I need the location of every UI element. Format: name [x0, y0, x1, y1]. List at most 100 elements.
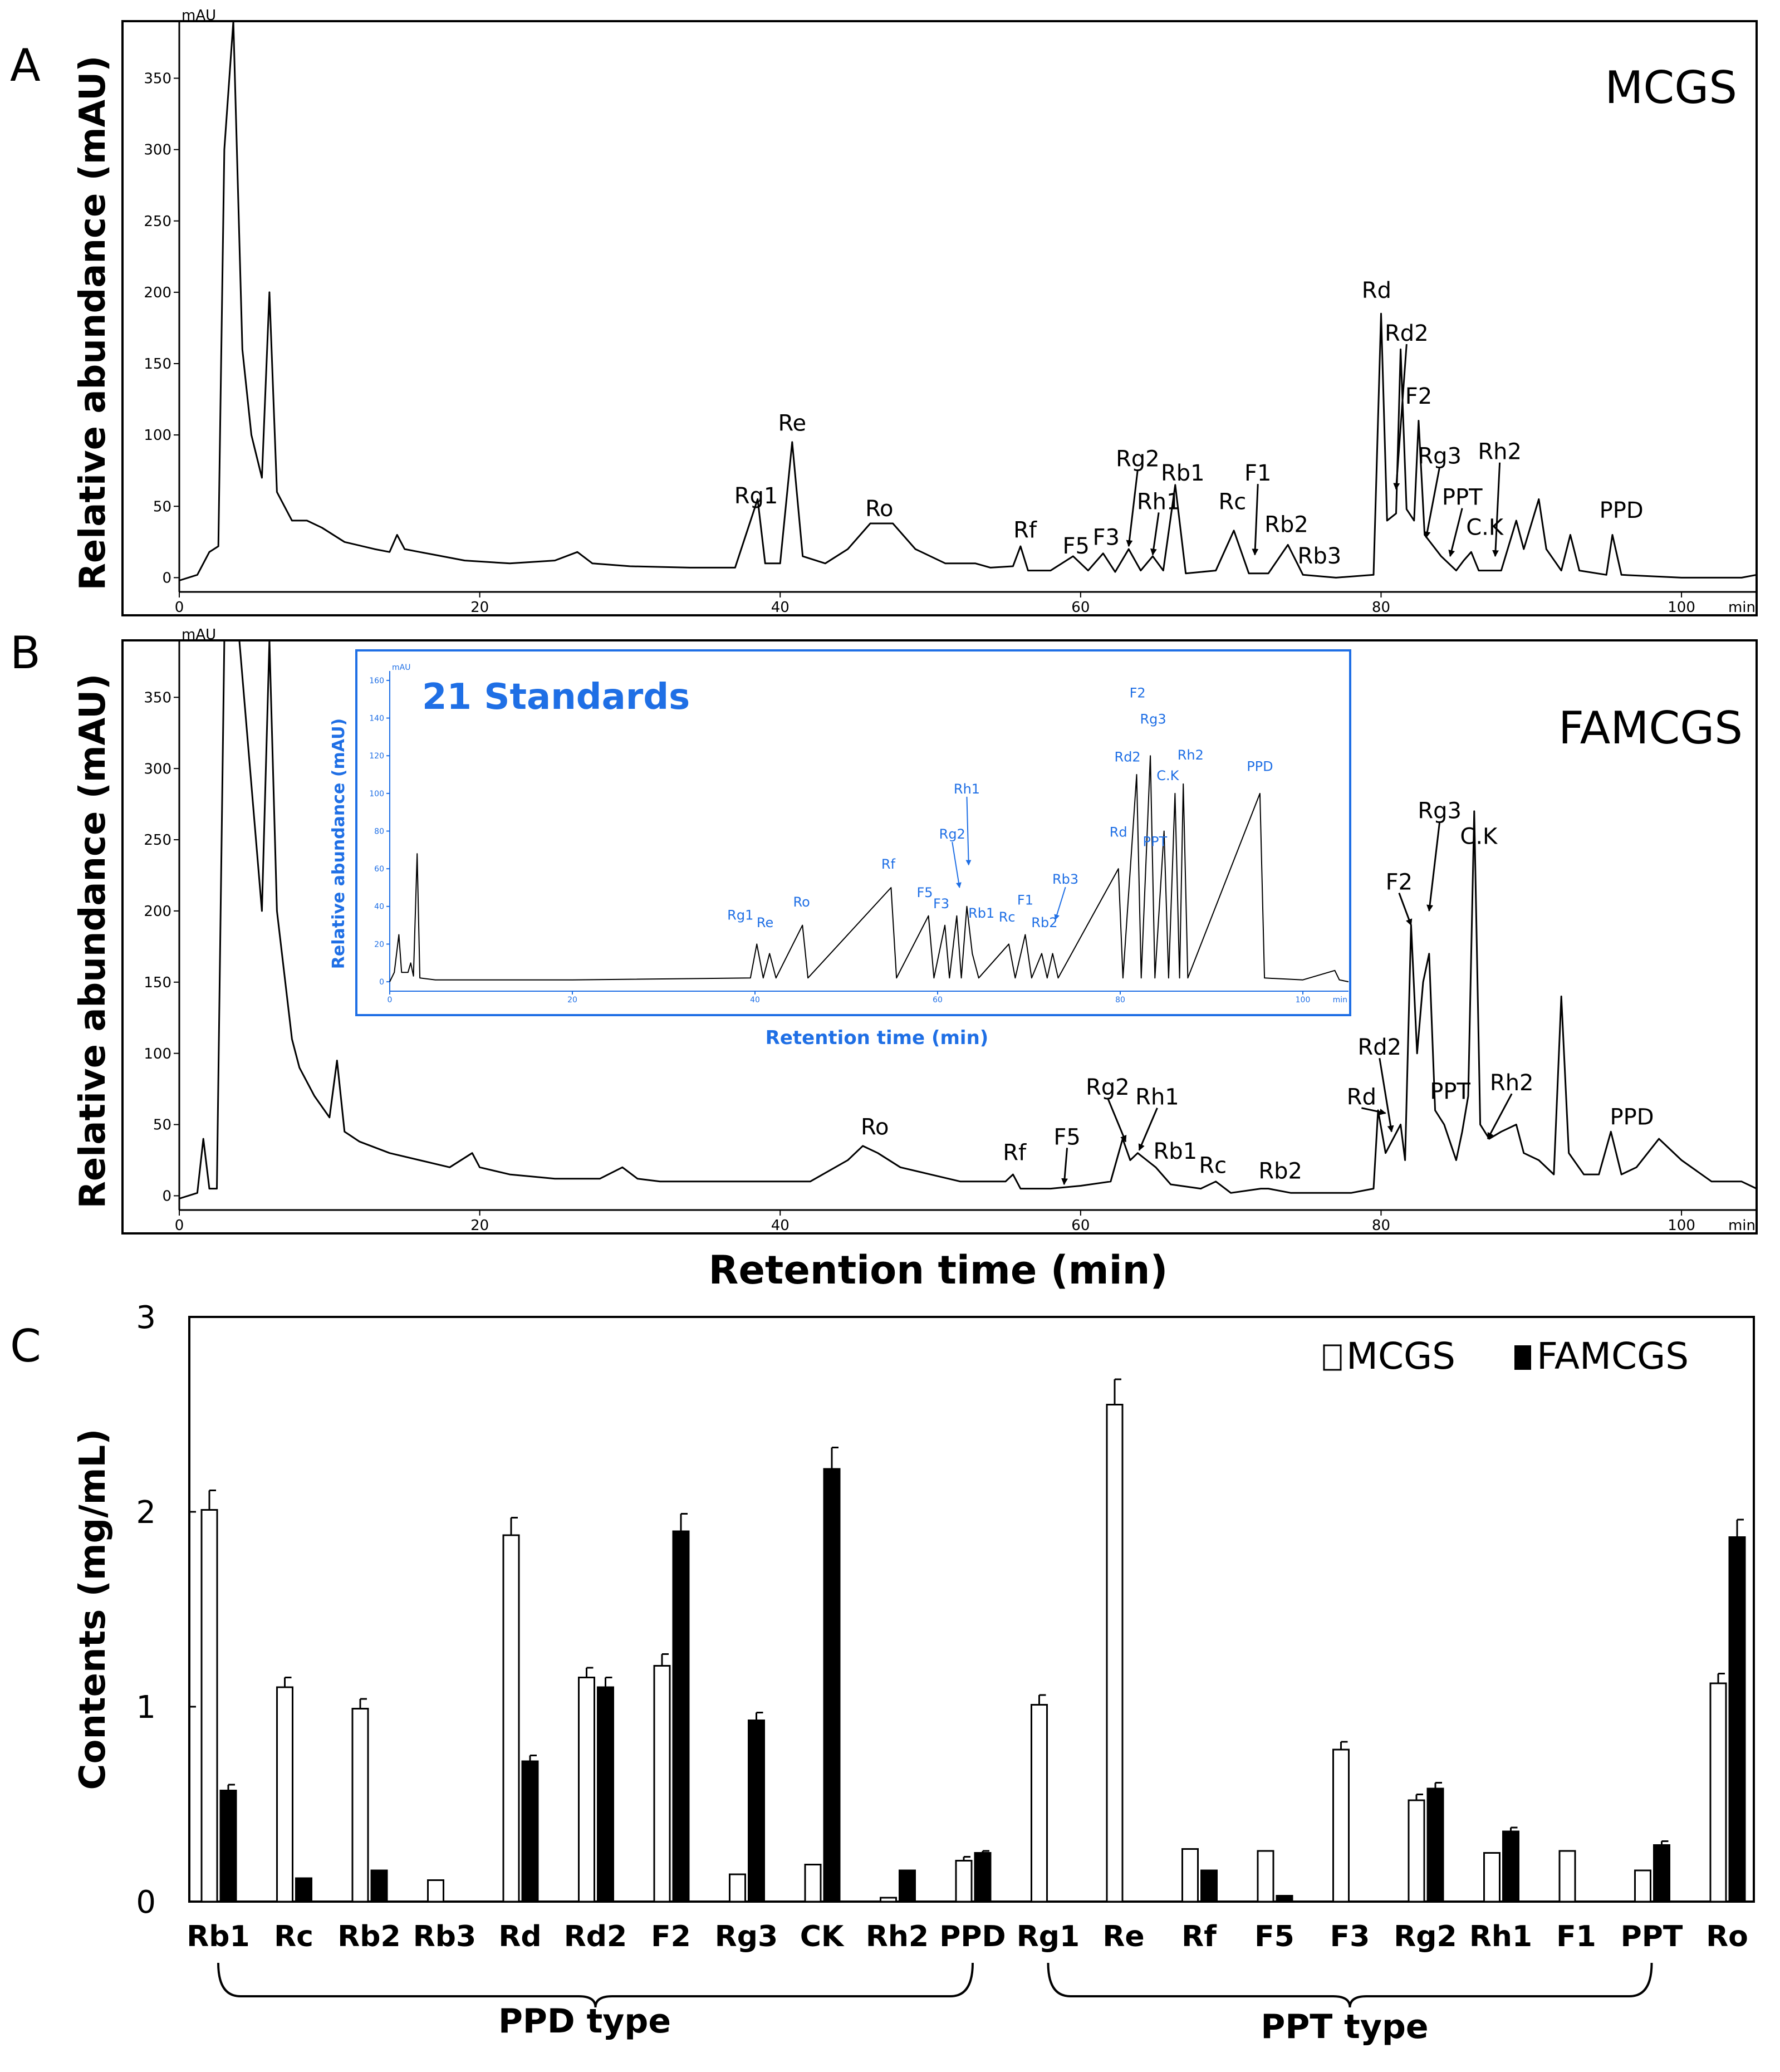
panel-c-bar-famcgs: [370, 1869, 388, 1903]
panel-a-ytick-label: 0: [162, 570, 171, 586]
panel-b-peak-label: PPD: [1610, 1105, 1654, 1130]
panel-c-bar-famcgs: [1276, 1895, 1293, 1903]
panel-c-bar-famcgs: [1200, 1869, 1218, 1903]
panel-b-ytick-label: 100: [144, 1046, 171, 1062]
panel-label-a: A: [10, 40, 41, 91]
inset-peak-label: F1: [1017, 892, 1033, 908]
inset-ytick-label: 160: [369, 677, 384, 685]
legend-swatch-mcgs: [1323, 1344, 1342, 1371]
panel-c-bar-famcgs: [1502, 1830, 1519, 1903]
panel-c-bar-mcgs: [502, 1534, 520, 1903]
panel-a-peak-label: Ro: [865, 496, 893, 522]
panel-b-peak-label: Rd2: [1357, 1035, 1401, 1060]
panel-c-bar-mcgs: [955, 1860, 973, 1903]
inset-peak-label: Rc: [999, 909, 1016, 925]
panel-c-legend: MCGS FAMCGS: [1323, 1335, 1689, 1378]
panel-b-trace: [179, 639, 1757, 1199]
panel-a-xtick-label: 20: [470, 599, 489, 616]
panel-b-xtick-label: 100: [1668, 1217, 1695, 1234]
panel-a-xtick-label: 40: [771, 599, 790, 616]
panel-c-bar-famcgs: [1653, 1844, 1670, 1903]
panel-c-bar-mcgs: [653, 1665, 671, 1903]
panel-b-peak-arrow: [1487, 1093, 1513, 1140]
panel-b-peak-label: Rf: [1003, 1140, 1027, 1165]
inset-xtick-label: 20: [567, 996, 577, 1005]
panel-c-category-label: Rg2: [1394, 1920, 1457, 1953]
panel-c-ytick-label: 1: [136, 1689, 156, 1726]
group-label-ppd: PPD type: [498, 2002, 671, 2041]
panel-a-peak-arrow: [1252, 484, 1259, 556]
panel-c-bar-mcgs: [729, 1873, 746, 1903]
panel-c-bar-mcgs: [1634, 1869, 1651, 1903]
inset-ytick-label: 120: [369, 752, 384, 761]
inset-standards-chromatogram: 0 20 40 60 80 100 120 140 160 0 20 40 60 80 100 mAU min R…: [329, 649, 1351, 1049]
panel-b-peak-arrow: [1061, 1148, 1068, 1186]
inset-xtick-label: 0: [388, 996, 393, 1005]
panel-c-category-label: PPT: [1621, 1920, 1683, 1953]
panel-c-bar-mcgs: [1709, 1682, 1727, 1903]
panel-b-peak-label: Rd: [1347, 1085, 1376, 1110]
panel-b-ytick-label: 350: [144, 689, 171, 706]
panel-c-bar-mcgs: [1181, 1848, 1199, 1903]
panel-c-bar-mcgs: [1257, 1850, 1274, 1903]
inset-peak-label: Rb2: [1031, 915, 1057, 930]
panel-a-peak-arrow: [1492, 462, 1501, 557]
panel-a-peak-arrow: [1448, 508, 1463, 557]
panel-a-peak-label: F1: [1244, 461, 1271, 486]
panel-c-bar-mcgs: [200, 1509, 218, 1903]
inset-ytick-label: 40: [374, 903, 384, 912]
inset-x-unit: min: [1333, 996, 1347, 1005]
panel-c-group-bracket: [1047, 1962, 1653, 2008]
inset-ytick-label: 60: [374, 865, 384, 874]
panel-c-category-label: Rg1: [1017, 1920, 1080, 1953]
inset-peak-label: Ro: [793, 894, 810, 910]
legend-label-mcgs: MCGS: [1346, 1335, 1455, 1378]
panel-c-plot: 0 1 2 3 Rb1 Rc Rb2 Rb3 Rd Rd2 F2 Rg3 CK Rh2 PPD Rg1 Re Rf…: [136, 1300, 1748, 2008]
panel-a-trace: [179, 20, 1757, 581]
panel-b-peak-arrow: [1107, 1098, 1127, 1143]
panel-b-peak-label: F2: [1386, 870, 1413, 895]
panel-b-ytick-label: 300: [144, 761, 171, 777]
panel-a-peak-label: Rb1: [1161, 461, 1205, 486]
panel-a-xtick-label: 80: [1372, 599, 1390, 616]
inset-xtick-label: 60: [933, 996, 943, 1005]
panel-b-peak-arrow: [1361, 1107, 1386, 1115]
panel-a-plot: 0 50 100 150 200 250 300 350 0 20 40 60 80 100 mAU min R…: [144, 7, 1757, 616]
panel-c-category-label: Rh1: [1469, 1920, 1532, 1953]
panel-b-peak-label: Ro: [861, 1114, 889, 1140]
panel-c-bar-mcgs: [351, 1708, 369, 1903]
panel-a-peak-label: Re: [778, 410, 807, 436]
inset-peak-label: F2: [1130, 685, 1146, 701]
panel-c-bar-famcgs: [1728, 1536, 1746, 1903]
panel-a-peak-label: F5: [1063, 533, 1090, 559]
inset-peak-label: F3: [933, 896, 949, 912]
panel-c-bar-mcgs: [1106, 1404, 1124, 1903]
panel-c-category-label: Rb3: [413, 1920, 476, 1953]
panel-b-ytick-label: 150: [144, 974, 171, 991]
panel-c-category-label: CK: [800, 1920, 845, 1953]
panel-a-peak-label: Rb2: [1264, 512, 1308, 537]
panel-b-ytick-label: 50: [153, 1117, 171, 1134]
inset-peak-label: Rh1: [954, 781, 980, 797]
panel-a-ytick-label: 300: [144, 142, 171, 159]
panel-a-ytick-label: 200: [144, 285, 171, 301]
panel-a-peak-label: Rg3: [1418, 443, 1462, 469]
inset-peak-label: PPT: [1143, 834, 1168, 850]
panel-c-category-label: F1: [1556, 1920, 1596, 1953]
panel-a-xtick-label: 60: [1071, 599, 1090, 616]
inset-ytick-label: 80: [374, 827, 384, 836]
panel-label-c: C: [10, 1320, 41, 1372]
panel-a-peak-label: Rf: [1013, 518, 1037, 543]
panel-a-ytick-label: 250: [144, 213, 171, 230]
panel-a-peak-label: F3: [1092, 525, 1119, 550]
inset-peak-label: Rf: [881, 856, 896, 872]
inset-peak-label: Rh2: [1178, 747, 1204, 763]
inset-ytick-label: 140: [369, 714, 384, 723]
panel-b-ytick-label: 250: [144, 832, 171, 849]
panel-b-peak-label: Rc: [1199, 1153, 1227, 1179]
panel-c-bar-famcgs: [974, 1852, 992, 1903]
panel-c-category-label: Rd2: [564, 1920, 627, 1953]
panel-a-peak-label: Rd2: [1385, 321, 1429, 346]
panel-a-ytick-label: 350: [144, 71, 171, 87]
